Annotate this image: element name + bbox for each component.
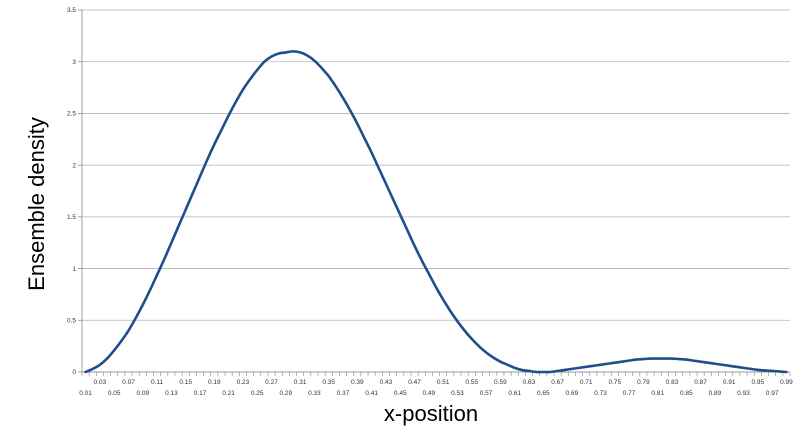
x-tick-label: 0.05 bbox=[108, 390, 121, 397]
density-series-line bbox=[84, 50, 788, 374]
x-tick-label: 0.93 bbox=[737, 390, 750, 397]
x-tick-label: 0.29 bbox=[279, 390, 292, 397]
y-tick-label: 0.5 bbox=[67, 317, 76, 324]
x-tick-label: 0.95 bbox=[751, 379, 764, 386]
x-tick-label: 0.39 bbox=[351, 379, 364, 386]
x-tick-label: 0.57 bbox=[480, 390, 493, 397]
gridlines bbox=[82, 9, 790, 373]
x-tick-label: 0.19 bbox=[208, 379, 221, 386]
x-tick-label: 0.97 bbox=[766, 390, 779, 397]
x-tick-label: 0.55 bbox=[465, 379, 478, 386]
x-tick-label: 0.67 bbox=[551, 379, 564, 386]
y-tick-label: 2 bbox=[72, 162, 76, 169]
x-tick-label: 0.51 bbox=[437, 379, 450, 386]
x-tick-label: 0.63 bbox=[523, 379, 536, 386]
x-tick-label: 0.75 bbox=[608, 379, 621, 386]
x-tick-label: 0.21 bbox=[222, 390, 235, 397]
x-tick-label: 0.85 bbox=[680, 390, 693, 397]
y-tick-label: 1.5 bbox=[67, 214, 76, 221]
x-tick-label: 0.91 bbox=[723, 379, 736, 386]
x-tick-label: 0.03 bbox=[94, 379, 107, 386]
x-tick-label: 0.15 bbox=[179, 379, 192, 386]
x-tick-label: 0.59 bbox=[494, 379, 507, 386]
x-tick-label: 0.41 bbox=[365, 390, 378, 397]
x-tick-label: 0.07 bbox=[122, 379, 135, 386]
x-tick-label: 0.73 bbox=[594, 390, 607, 397]
y-tick-label: 3 bbox=[72, 59, 76, 66]
y-axis-ticks: 0 0.5 1 1.5 2 2.5 3 3.5 bbox=[67, 7, 82, 376]
x-tick-label: 0.13 bbox=[165, 390, 178, 397]
x-tick-label: 0.09 bbox=[136, 390, 149, 397]
y-tick-label: 1 bbox=[72, 266, 76, 273]
x-tick-label: 0.23 bbox=[237, 379, 250, 386]
x-tick-label: 0.49 bbox=[423, 390, 436, 397]
x-tick-label: 0.71 bbox=[580, 379, 593, 386]
x-tick-label: 0.37 bbox=[337, 390, 350, 397]
x-tick-label: 0.61 bbox=[508, 390, 521, 397]
x-tick-label: 0.83 bbox=[666, 379, 679, 386]
y-tick-label: 3.5 bbox=[67, 7, 76, 14]
x-tick-label: 0.31 bbox=[294, 379, 307, 386]
x-tick-label: 0.25 bbox=[251, 390, 264, 397]
x-tick-label: 0.89 bbox=[709, 390, 722, 397]
x-tick-label: 0.69 bbox=[566, 390, 579, 397]
x-tick-label: 0.81 bbox=[651, 390, 664, 397]
x-tick-label: 0.99 bbox=[780, 379, 793, 386]
y-axis-title: Ensemble density bbox=[24, 117, 49, 291]
y-tick-label: 2.5 bbox=[67, 111, 76, 118]
x-axis-ticks: 0.03 0.07 0.11 0.15 0.19 0.23 0.27 0.31 0.35 0.39… bbox=[79, 372, 793, 397]
x-tick-label: 0.43 bbox=[380, 379, 393, 386]
x-tick-label: 0.53 bbox=[451, 390, 464, 397]
x-tick-label: 0.87 bbox=[694, 379, 707, 386]
y-tick-label: 0 bbox=[72, 369, 76, 376]
x-axis-title: x-position bbox=[384, 401, 478, 426]
x-tick-label: 0.17 bbox=[194, 390, 207, 397]
x-tick-label: 0.77 bbox=[623, 390, 636, 397]
x-tick-label: 0.65 bbox=[537, 390, 550, 397]
series-layer bbox=[84, 50, 788, 374]
axes bbox=[81, 10, 790, 373]
x-tick-label: 0.11 bbox=[151, 379, 164, 386]
x-tick-label: 0.33 bbox=[308, 390, 321, 397]
x-tick-label: 0.27 bbox=[265, 379, 278, 386]
x-tick-label: 0.01 bbox=[79, 390, 92, 397]
x-tick-label: 0.45 bbox=[394, 390, 407, 397]
x-tick-label: 0.35 bbox=[322, 379, 335, 386]
x-tick-label: 0.79 bbox=[637, 379, 650, 386]
x-tick-label: 0.47 bbox=[408, 379, 421, 386]
